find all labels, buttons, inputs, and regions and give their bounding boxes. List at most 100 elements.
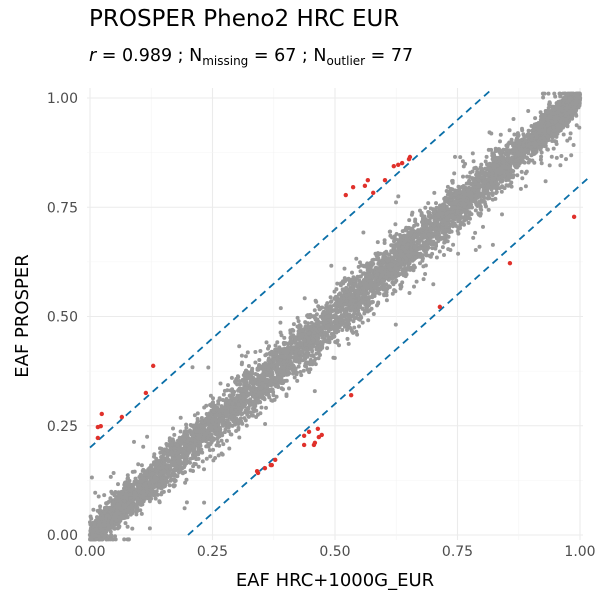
outlier-value: = 77 xyxy=(365,46,414,66)
point-non-outlier xyxy=(470,151,475,156)
point-non-outlier xyxy=(326,328,331,333)
point-non-outlier xyxy=(259,405,264,410)
point-non-outlier xyxy=(190,365,195,370)
r-value: = 0.989 ; N xyxy=(96,46,203,66)
point-non-outlier xyxy=(393,322,398,327)
point-non-outlier xyxy=(481,224,485,229)
point-non-outlier xyxy=(298,349,303,354)
point-non-outlier xyxy=(346,282,351,287)
point-non-outlier xyxy=(267,373,272,378)
point-non-outlier xyxy=(538,157,543,162)
point-non-outlier xyxy=(470,169,475,174)
point-non-outlier xyxy=(361,230,366,235)
point-non-outlier xyxy=(438,203,442,208)
point-non-outlier xyxy=(453,154,457,159)
point-non-outlier xyxy=(568,136,572,141)
point-non-outlier xyxy=(192,413,197,418)
point-non-outlier xyxy=(263,353,268,358)
point-non-outlier xyxy=(113,534,117,539)
point-non-outlier xyxy=(407,291,412,295)
point-non-outlier xyxy=(499,152,503,157)
point-non-outlier xyxy=(494,191,498,195)
point-non-outlier xyxy=(539,161,544,166)
point-non-outlier xyxy=(539,154,544,159)
point-non-outlier xyxy=(332,289,337,294)
point-non-outlier xyxy=(228,393,233,398)
point-non-outlier xyxy=(269,388,273,393)
point-non-outlier xyxy=(229,375,234,380)
point-non-outlier xyxy=(458,226,462,231)
point-non-outlier xyxy=(414,279,419,284)
point-non-outlier xyxy=(227,446,232,451)
point-non-outlier xyxy=(356,312,361,317)
point-non-outlier xyxy=(357,324,361,329)
missing-value: = 67 ; N xyxy=(248,46,327,66)
point-non-outlier xyxy=(98,504,103,509)
point-non-outlier xyxy=(466,220,471,225)
r-symbol: r xyxy=(89,46,97,66)
point-non-outlier xyxy=(458,220,463,225)
point-non-outlier xyxy=(448,248,453,252)
chart-title: PROSPER Pheno2 HRC EUR xyxy=(89,6,400,32)
point-non-outlier xyxy=(498,139,502,144)
point-non-outlier xyxy=(499,189,504,194)
point-non-outlier xyxy=(518,186,523,191)
point-non-outlier xyxy=(554,155,559,160)
point-non-outlier xyxy=(210,417,215,422)
point-non-outlier xyxy=(125,524,130,529)
point-non-outlier xyxy=(152,454,156,459)
point-non-outlier xyxy=(216,453,221,458)
point-non-outlier xyxy=(292,375,297,380)
point-non-outlier xyxy=(212,403,217,408)
point-non-outlier xyxy=(420,258,425,263)
point-non-outlier xyxy=(139,511,144,516)
point-non-outlier xyxy=(258,349,263,353)
point-non-outlier xyxy=(296,319,301,324)
point-non-outlier xyxy=(448,197,453,202)
point-non-outlier xyxy=(195,416,200,421)
point-non-outlier xyxy=(134,506,139,511)
point-non-outlier xyxy=(225,388,230,393)
point-non-outlier xyxy=(162,451,167,456)
point-non-outlier xyxy=(264,340,269,345)
point-non-outlier xyxy=(387,229,392,234)
point-non-outlier xyxy=(145,434,150,439)
point-non-outlier xyxy=(219,451,224,456)
point-non-outlier xyxy=(396,194,401,199)
point-non-outlier xyxy=(452,171,457,176)
point-non-outlier xyxy=(193,462,198,467)
point-non-outlier xyxy=(433,242,438,247)
point-non-outlier xyxy=(297,360,302,365)
point-non-outlier xyxy=(566,120,570,125)
point-non-outlier xyxy=(469,212,474,217)
point-non-outlier xyxy=(175,455,180,460)
point-non-outlier xyxy=(167,483,172,488)
point-non-outlier xyxy=(102,493,107,498)
point-non-outlier xyxy=(486,147,491,152)
point-non-outlier xyxy=(301,358,306,362)
point-non-outlier xyxy=(354,256,359,261)
point-non-outlier xyxy=(278,306,283,311)
point-non-outlier xyxy=(574,123,579,128)
point-non-outlier xyxy=(564,157,568,162)
point-non-outlier xyxy=(162,460,167,465)
point-non-outlier xyxy=(411,263,416,268)
point-non-outlier xyxy=(291,322,296,327)
point-non-outlier xyxy=(360,320,365,325)
point-non-outlier xyxy=(533,116,538,121)
point-non-outlier xyxy=(183,480,188,485)
point-non-outlier xyxy=(384,293,389,298)
point-non-outlier xyxy=(202,500,207,505)
point-non-outlier xyxy=(481,183,486,188)
point-non-outlier xyxy=(221,392,226,397)
point-non-outlier xyxy=(226,383,230,388)
point-non-outlier xyxy=(196,464,201,469)
point-non-outlier xyxy=(168,477,173,482)
point-non-outlier xyxy=(284,392,289,397)
point-non-outlier xyxy=(445,207,450,212)
point-non-outlier xyxy=(157,499,162,504)
point-non-outlier xyxy=(337,343,341,348)
point-non-outlier xyxy=(171,426,175,431)
point-non-outlier xyxy=(253,350,258,354)
point-non-outlier xyxy=(257,358,262,362)
